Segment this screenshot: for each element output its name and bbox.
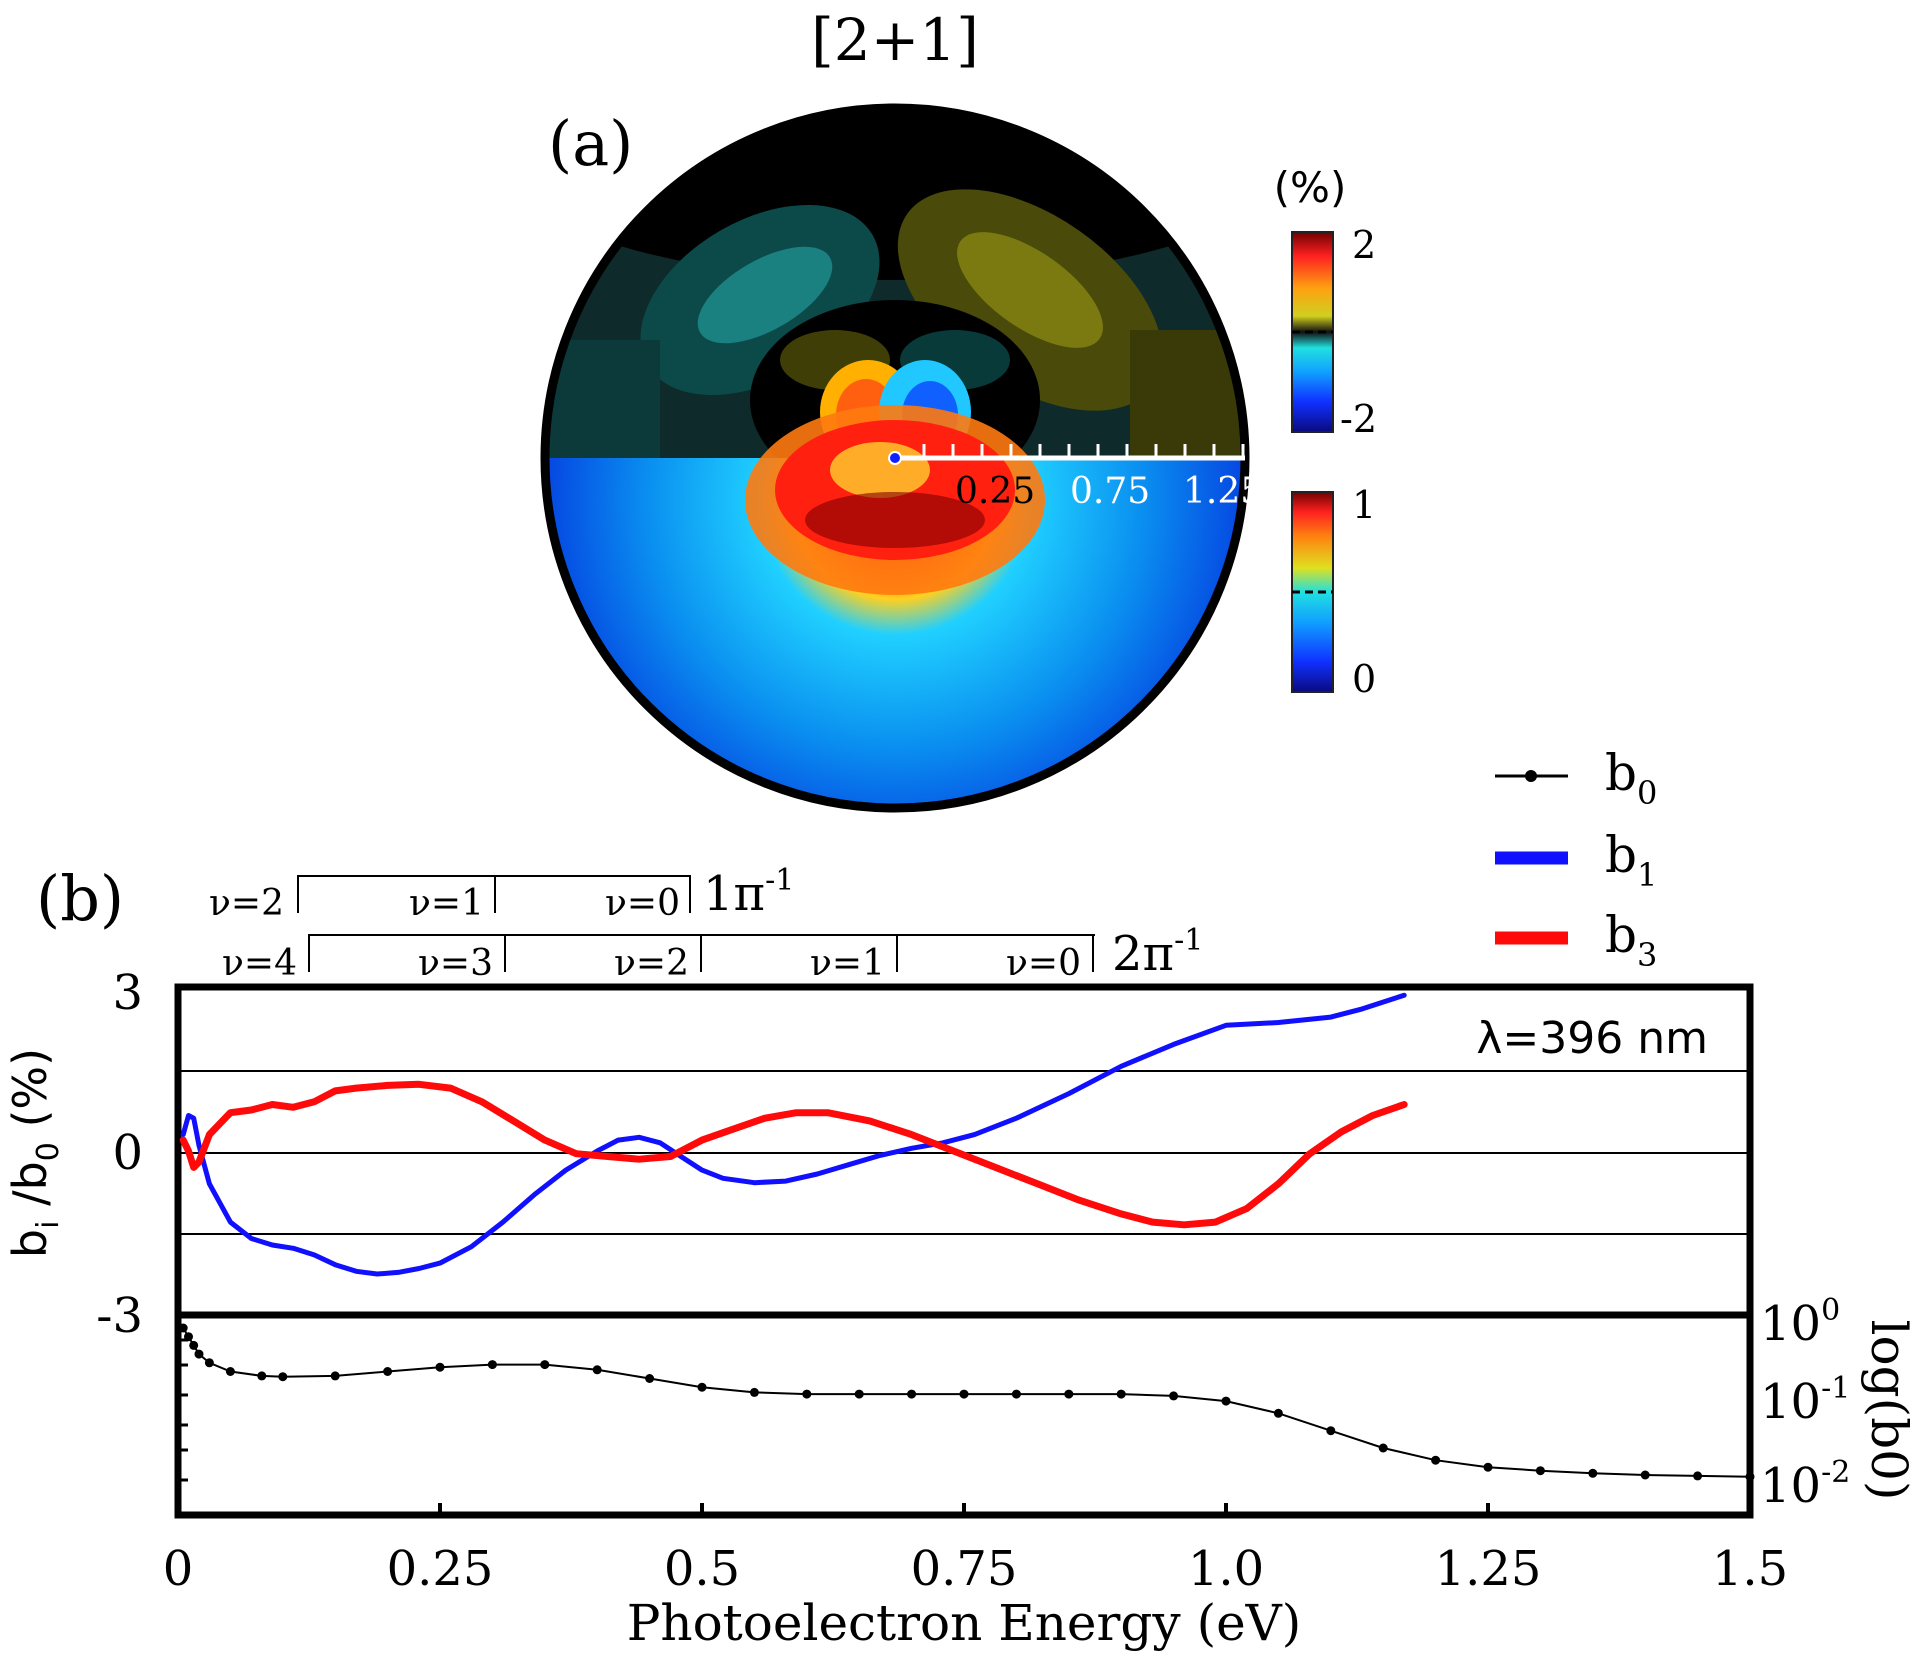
legend-b0: b0 bbox=[1605, 744, 1657, 812]
bottom-plot-frame bbox=[174, 1311, 1754, 1519]
y-tick-zero: 0 bbox=[112, 1125, 143, 1181]
b0-point bbox=[1588, 1468, 1598, 1478]
b0-point bbox=[854, 1389, 864, 1399]
right-tick-2: 10-2 bbox=[1760, 1455, 1850, 1514]
colorbar-bottom-max: 1 bbox=[1352, 483, 1376, 527]
radial-tick-marks bbox=[922, 444, 1245, 458]
b0-point bbox=[1745, 1472, 1755, 1482]
legend: b0 b1 b3 bbox=[1495, 744, 1657, 974]
b0-point bbox=[1273, 1408, 1283, 1418]
legend-b3: b3 bbox=[1605, 906, 1657, 974]
b0-point bbox=[1431, 1455, 1441, 1465]
b0-point bbox=[1378, 1443, 1388, 1453]
colorbar-top-min: -2 bbox=[1340, 397, 1377, 441]
b0-point bbox=[1011, 1389, 1021, 1399]
x-tick-label: 1.0 bbox=[1188, 1541, 1264, 1597]
b0-point bbox=[184, 1332, 193, 1342]
x-tick-label: 0.5 bbox=[664, 1541, 740, 1597]
b0-point bbox=[1221, 1396, 1231, 1406]
x-tick-label: 0.75 bbox=[911, 1541, 1018, 1597]
right-tick-0: 100 bbox=[1760, 1293, 1840, 1352]
b0-series bbox=[178, 1323, 1755, 1482]
radial-tick-label-2: 0.75 bbox=[1070, 471, 1150, 512]
b0-point bbox=[1064, 1389, 1074, 1399]
x-tick-label: 0 bbox=[163, 1541, 194, 1597]
vib2-level-2: ν=2 bbox=[614, 943, 689, 984]
x-axis-label: Photoelectron Energy (eV) bbox=[627, 1594, 1302, 1652]
radial-tick-label-1: 0.25 bbox=[955, 471, 1035, 512]
vib2-level-0: ν=4 bbox=[222, 943, 297, 984]
right-tick-1: 10-1 bbox=[1760, 1371, 1850, 1430]
b0-point bbox=[540, 1360, 550, 1370]
b0-point bbox=[1169, 1391, 1179, 1401]
vib2-level-4: ν=0 bbox=[1006, 943, 1081, 984]
x-tick-label: 1.25 bbox=[1435, 1541, 1542, 1597]
b0-point bbox=[257, 1371, 267, 1381]
b0-point bbox=[225, 1367, 235, 1376]
vib-progression-1: ν=2 ν=1 ν=0 1π-1 bbox=[209, 863, 794, 924]
vib1-label: 1π-1 bbox=[703, 863, 794, 922]
figure-title: [2+1] bbox=[811, 6, 979, 74]
b0-point bbox=[278, 1372, 288, 1382]
right-axis-label: log(b0) bbox=[1860, 1320, 1918, 1501]
panel-a-label: (a) bbox=[548, 107, 633, 180]
b0-point bbox=[1116, 1389, 1126, 1399]
b0-point bbox=[178, 1323, 188, 1333]
b0-point bbox=[189, 1340, 199, 1350]
b0-point bbox=[435, 1362, 445, 1372]
vib-progression-2: ν=4 ν=3 ν=2 ν=1 ν=0 2π-1 bbox=[222, 923, 1203, 984]
b0-point bbox=[907, 1389, 917, 1399]
colorbar-unit: (%) bbox=[1274, 163, 1347, 212]
b0-point bbox=[330, 1371, 340, 1381]
radial-tick-label-3: 1.25 bbox=[1183, 471, 1263, 512]
series-line-b1 bbox=[180, 992, 1407, 1277]
b0-point bbox=[645, 1374, 655, 1383]
b0-point bbox=[697, 1382, 707, 1392]
b0-point bbox=[749, 1387, 759, 1397]
colorbar-top-max: 2 bbox=[1352, 223, 1376, 267]
b0-point bbox=[1640, 1470, 1650, 1480]
bottom-plot-ticks bbox=[176, 1338, 1752, 1515]
series-line-b3 bbox=[179, 1080, 1408, 1229]
b0-point bbox=[204, 1358, 214, 1368]
panel-b-label: (b) bbox=[36, 862, 124, 935]
b0-point bbox=[487, 1360, 497, 1370]
vib1-level-1: ν=1 bbox=[409, 883, 484, 924]
center-marker bbox=[888, 451, 902, 465]
vib2-level-1: ν=3 bbox=[418, 943, 493, 984]
b0-point bbox=[194, 1349, 204, 1359]
b0-point bbox=[1483, 1462, 1493, 1472]
vib1-level-2: ν=0 bbox=[605, 883, 680, 924]
b0-point bbox=[959, 1389, 969, 1399]
x-tick-label: 0.25 bbox=[387, 1541, 494, 1597]
vib1-level-0: ν=2 bbox=[209, 883, 284, 924]
series-line-b0 bbox=[182, 1327, 1751, 1478]
x-tick-label: 1.5 bbox=[1712, 1541, 1788, 1597]
b0-point bbox=[592, 1365, 602, 1375]
x-tick-labels: 0 0.25 0.5 0.75 1.0 1.25 1.5 bbox=[163, 1541, 1788, 1597]
vib2-level-3: ν=1 bbox=[810, 943, 885, 984]
b0-point bbox=[1535, 1466, 1545, 1476]
vib2-label: 2π-1 bbox=[1112, 923, 1203, 982]
y-axis-label: bi /b0 (%) bbox=[3, 1048, 66, 1258]
b0-point bbox=[383, 1367, 393, 1376]
y-tick-bottom: -3 bbox=[96, 1288, 143, 1344]
b0-point bbox=[1693, 1471, 1703, 1481]
lambda-annotation: λ=396 nm bbox=[1476, 1013, 1708, 1064]
b0-point bbox=[1326, 1426, 1336, 1436]
legend-b1: b1 bbox=[1605, 826, 1657, 894]
top-series bbox=[179, 992, 1408, 1277]
colorbar-bottom-min: 0 bbox=[1352, 657, 1376, 701]
b0-point bbox=[802, 1389, 812, 1399]
y-tick-top: 3 bbox=[112, 965, 143, 1021]
